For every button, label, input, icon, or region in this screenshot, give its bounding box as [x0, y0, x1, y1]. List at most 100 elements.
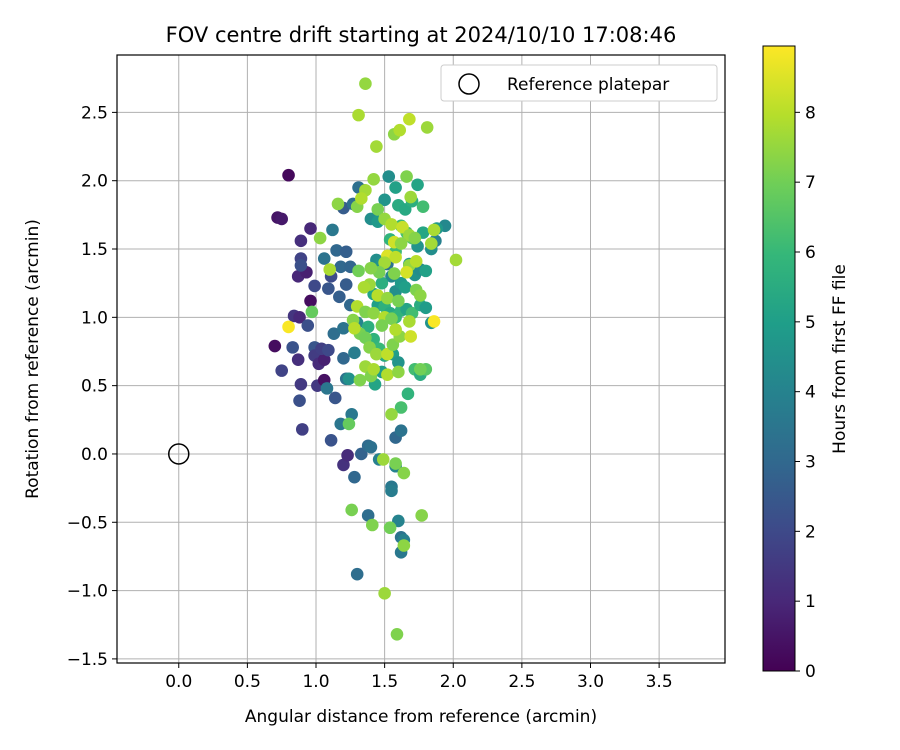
data-point	[392, 356, 405, 369]
data-point	[378, 256, 391, 269]
data-point	[291, 353, 305, 366]
data-point	[424, 237, 438, 250]
data-point	[365, 518, 379, 532]
y-tick-label: 1.0	[81, 308, 108, 328]
data-point	[293, 311, 306, 324]
y-tick-label: 0.5	[81, 377, 108, 397]
data-point	[357, 280, 371, 294]
data-point	[286, 341, 299, 354]
data-point	[414, 289, 427, 302]
data-point	[375, 276, 389, 290]
colorbar-ticks: 0 1 2 3 4 5 6 7 8	[795, 103, 816, 682]
data-point	[392, 365, 405, 379]
y-tick-label: −1.5	[67, 650, 108, 670]
data-point	[385, 218, 398, 231]
data-point	[294, 377, 308, 391]
reference-point	[168, 443, 190, 465]
chart-title: FOV centre drift starting at 2024/10/10 …	[166, 23, 677, 47]
data-point	[393, 123, 407, 137]
y-tick-label: 2.5	[81, 103, 108, 123]
data-point	[414, 362, 427, 376]
data-point	[304, 222, 317, 235]
colorbar-tick-label: 2	[805, 522, 816, 542]
data-point	[420, 121, 434, 134]
data-point	[409, 255, 423, 268]
data-point	[394, 424, 408, 438]
grid-lines	[117, 55, 725, 663]
colorbar-tick-label: 8	[805, 103, 816, 123]
data-point	[382, 170, 396, 183]
colorbar-tick-label: 5	[805, 313, 816, 333]
data-point	[352, 108, 365, 122]
data-point	[387, 267, 401, 280]
data-point	[348, 346, 361, 360]
data-point	[350, 567, 364, 581]
data-point	[383, 521, 397, 535]
data-point	[268, 339, 282, 353]
x-tick-label: 1.0	[302, 672, 329, 692]
x-tick-label: 2.5	[508, 672, 535, 692]
data-point	[370, 347, 383, 361]
y-tick-label: 1.5	[81, 240, 108, 260]
data-point	[294, 259, 308, 272]
colorbar-label: Hours from first FF file	[830, 264, 850, 454]
colorbar-bar	[762, 45, 796, 672]
data-point	[367, 362, 380, 376]
data-point	[294, 234, 308, 248]
x-tick-label: 3.5	[646, 672, 673, 692]
data-point	[392, 294, 405, 308]
data-point	[352, 264, 365, 278]
data-point	[293, 394, 306, 407]
data-point	[367, 173, 380, 186]
data-point	[348, 470, 361, 484]
data-point	[361, 509, 375, 522]
data-point	[400, 170, 413, 183]
reference-marker	[168, 443, 190, 465]
data-point	[345, 503, 358, 517]
data-point	[371, 289, 385, 302]
data-point	[317, 353, 331, 366]
data-point	[348, 321, 361, 335]
y-tick-label: −1.0	[67, 582, 108, 602]
data-point	[322, 343, 335, 357]
data-point	[389, 250, 402, 264]
data-point	[342, 417, 356, 431]
data-point	[345, 408, 358, 421]
data-point	[275, 364, 288, 377]
data-point	[370, 140, 383, 153]
data-point	[408, 231, 422, 245]
data-point	[337, 458, 350, 472]
data-point	[385, 408, 398, 421]
legend-entry-label: Reference platepar	[507, 75, 669, 95]
data-point	[308, 279, 321, 293]
data-point	[333, 290, 346, 304]
data-point	[301, 319, 315, 332]
data-point	[390, 628, 404, 641]
data-point	[389, 323, 402, 336]
data-point	[397, 539, 411, 552]
data-point	[403, 315, 416, 328]
data-point	[305, 305, 319, 319]
data-point	[404, 330, 418, 343]
data-point	[416, 200, 430, 213]
data-point	[397, 466, 411, 480]
data-point	[313, 231, 327, 245]
plot-frame	[116, 54, 726, 664]
data-point	[275, 212, 288, 226]
colorbar-tick-label: 3	[805, 453, 816, 473]
y-tick-label: 2.0	[81, 172, 108, 192]
data-point	[385, 484, 398, 498]
legend-box	[440, 64, 718, 102]
data-point	[381, 291, 394, 305]
data-point	[342, 372, 356, 386]
data-point	[317, 252, 331, 265]
data-point	[353, 373, 367, 387]
data-point	[411, 178, 424, 192]
legend: Reference platepar	[440, 64, 718, 102]
data-point	[354, 192, 368, 205]
x-axis-ticks: 0.0 0.5 1.0 1.5 2.0 2.5 3.0 3.5	[165, 663, 673, 692]
data-point	[385, 312, 398, 325]
data-point	[404, 190, 418, 204]
x-tick-label: 3.0	[577, 672, 604, 692]
data-point	[328, 391, 342, 405]
